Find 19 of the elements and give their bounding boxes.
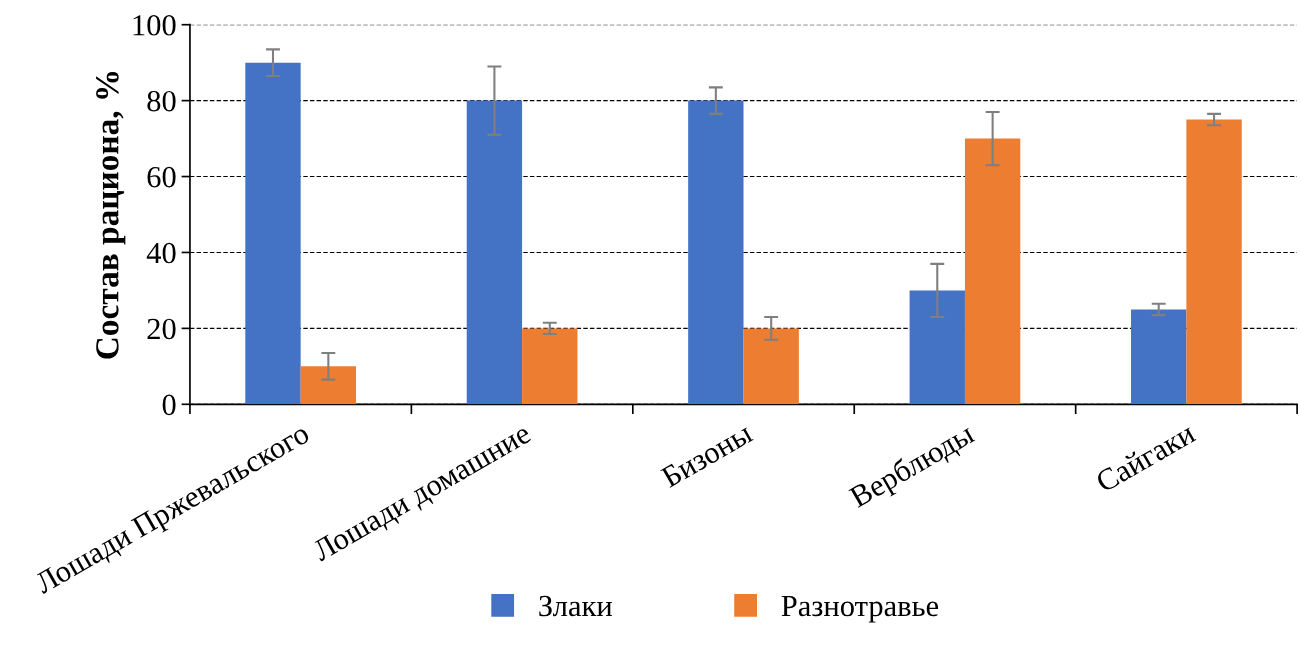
legend-label: Злаки bbox=[539, 595, 612, 617]
bar bbox=[688, 100, 744, 405]
y-axis-title: Состав рациона, % bbox=[96, 71, 126, 359]
legend-label: Разнотравье bbox=[781, 595, 939, 623]
bar bbox=[1186, 119, 1242, 405]
bar bbox=[245, 62, 301, 405]
y-tick-label: 80 bbox=[147, 90, 176, 112]
bar bbox=[466, 100, 523, 405]
bar bbox=[522, 328, 578, 405]
y-tick-label: 0 bbox=[162, 394, 176, 416]
y-tick-label: 100 bbox=[133, 14, 176, 36]
bar bbox=[1131, 309, 1187, 405]
bar bbox=[909, 290, 965, 405]
bar bbox=[964, 138, 1021, 405]
y-tick-label: 20 bbox=[147, 318, 176, 340]
bar bbox=[743, 328, 799, 405]
y-tick-label: 60 bbox=[147, 166, 176, 188]
y-tick-label: 40 bbox=[146, 242, 176, 264]
bar bbox=[300, 366, 357, 405]
